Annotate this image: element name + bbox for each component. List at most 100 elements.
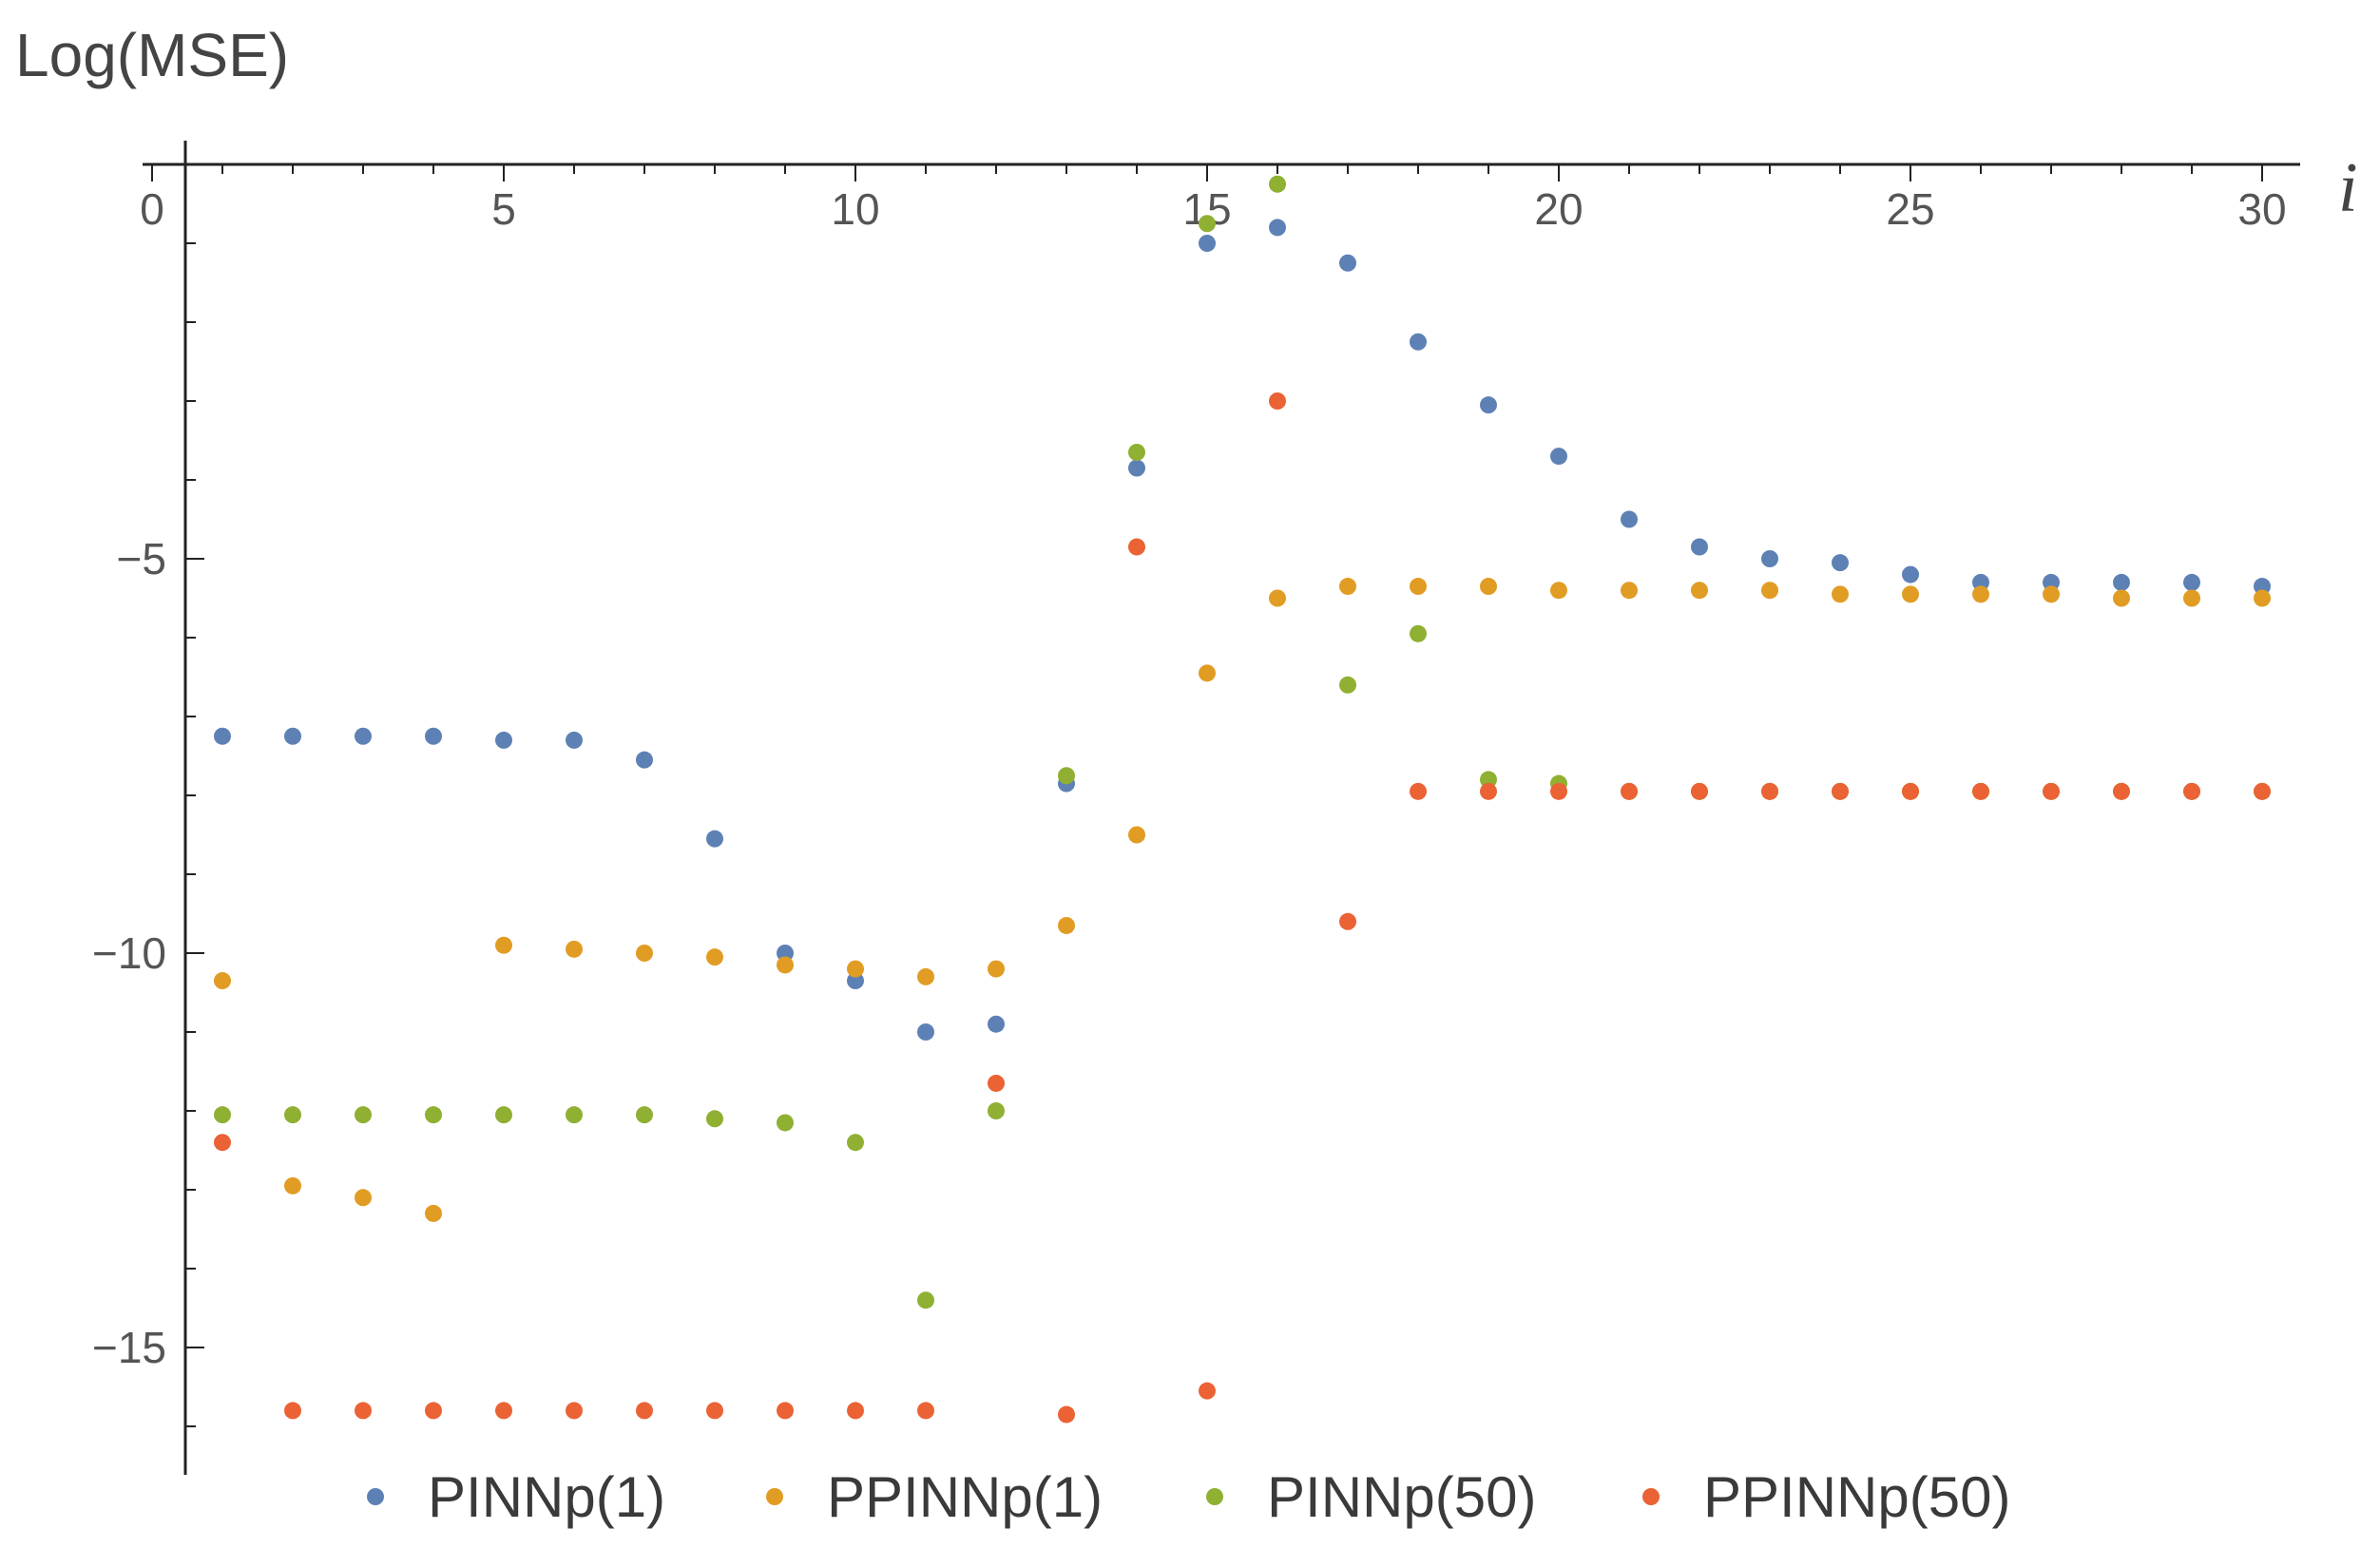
data-point	[566, 1106, 583, 1124]
data-point	[1972, 585, 1989, 603]
x-axis-title: i	[2338, 149, 2358, 227]
data-point	[1058, 767, 1075, 785]
data-point	[777, 956, 794, 974]
data-point	[636, 945, 653, 962]
data-point	[706, 830, 723, 848]
data-point	[706, 1402, 723, 1420]
data-point	[1972, 573, 1989, 591]
data-point	[1269, 175, 1286, 193]
data-point	[2043, 573, 2060, 591]
data-point	[917, 967, 934, 985]
data-point	[847, 1134, 864, 1152]
data-point	[1199, 235, 1216, 252]
data-point	[636, 1106, 653, 1124]
data-point	[1761, 782, 1778, 800]
data-point	[1339, 254, 1356, 272]
x-tick-label: 30	[2237, 184, 2286, 234]
data-point	[1269, 589, 1286, 607]
data-points	[214, 175, 2271, 1424]
series-3-points	[214, 175, 2271, 1309]
data-point	[1691, 538, 1708, 556]
data-point	[1480, 782, 1497, 800]
data-point	[917, 1023, 934, 1041]
data-point	[1761, 582, 1778, 600]
data-point	[2113, 589, 2130, 607]
data-point	[495, 1106, 512, 1124]
data-point	[425, 1204, 442, 1222]
legend-label: PPINNp(1)	[827, 1465, 1103, 1529]
data-point	[1128, 538, 1145, 556]
data-point	[636, 1402, 653, 1420]
data-point	[988, 1015, 1005, 1033]
data-point	[214, 1134, 231, 1152]
axes	[143, 141, 2300, 1475]
data-point	[1339, 912, 1356, 930]
x-tick-label: 10	[831, 184, 879, 234]
data-point	[1269, 219, 1286, 237]
series-2-points	[214, 578, 2271, 1222]
data-point	[1480, 578, 1497, 596]
data-point	[1410, 624, 1427, 642]
data-point	[1972, 782, 1989, 800]
legend-marker	[1642, 1488, 1660, 1505]
y-tick-label: −10	[92, 928, 166, 978]
data-point	[988, 960, 1005, 978]
data-point	[1199, 215, 1216, 233]
data-point	[214, 727, 231, 745]
y-tick-label: −5	[117, 534, 166, 583]
data-point	[566, 1402, 583, 1420]
series-1-points	[214, 219, 2271, 1041]
data-point	[636, 751, 653, 769]
data-point	[214, 1106, 231, 1124]
data-point	[495, 731, 512, 749]
data-point	[847, 1402, 864, 1420]
data-point	[1550, 448, 1567, 466]
x-tick-label: 20	[1534, 184, 1583, 234]
data-point	[847, 960, 864, 978]
data-point	[214, 972, 231, 990]
data-point	[1199, 1382, 1216, 1400]
data-point	[495, 1402, 512, 1420]
data-point	[706, 948, 723, 966]
data-point	[1832, 782, 1849, 800]
data-point	[847, 972, 864, 990]
data-point	[1410, 578, 1427, 596]
data-point	[2183, 782, 2200, 800]
data-point	[355, 1106, 372, 1124]
data-point	[1269, 392, 1286, 410]
data-point	[777, 945, 794, 962]
data-point	[1199, 664, 1216, 682]
data-point	[1339, 578, 1356, 596]
legend-label: PINNp(1)	[428, 1465, 665, 1529]
data-point	[566, 731, 583, 749]
data-point	[706, 1110, 723, 1128]
data-point	[566, 940, 583, 958]
legend-label: PPINNp(50)	[1703, 1465, 2010, 1529]
data-point	[355, 1402, 372, 1420]
data-point	[1832, 585, 1849, 603]
data-point	[1902, 782, 1919, 800]
data-point	[2113, 573, 2130, 591]
data-point	[1832, 554, 1849, 572]
data-point	[1550, 582, 1567, 600]
legend-marker	[766, 1488, 783, 1505]
data-point	[1058, 1405, 1075, 1424]
data-point	[1621, 582, 1638, 600]
data-point	[1128, 826, 1145, 844]
data-point	[1761, 550, 1778, 567]
ticks: 0 5 10 15 20 25 30−5−10−15	[92, 164, 2287, 1427]
x-tick-label: 5	[491, 184, 516, 234]
data-point	[1480, 771, 1497, 789]
data-point	[1691, 582, 1708, 600]
data-point	[2043, 585, 2060, 603]
data-point	[1058, 916, 1075, 934]
data-point	[284, 727, 301, 745]
data-point	[777, 1402, 794, 1420]
data-point	[777, 1114, 794, 1132]
data-point	[1550, 782, 1567, 800]
data-point	[1339, 676, 1356, 694]
legend-marker	[367, 1488, 384, 1505]
data-point	[425, 727, 442, 745]
y-tick-label: −15	[92, 1323, 166, 1372]
